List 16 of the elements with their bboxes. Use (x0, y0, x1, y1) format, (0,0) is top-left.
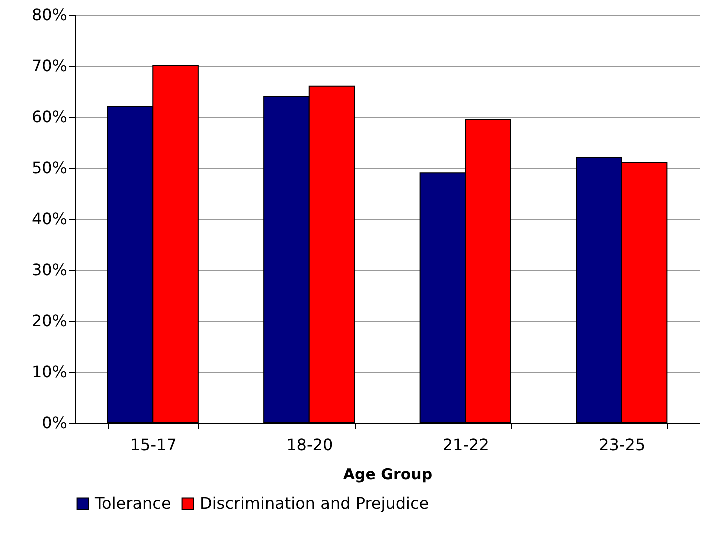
y-tick-label: 40% (32, 210, 68, 228)
y-tick-label: 60% (32, 108, 68, 126)
y-tick-label: 20% (32, 312, 68, 330)
x-tick-label: 18-20 (286, 436, 334, 454)
y-tick-label: 0% (42, 414, 68, 432)
y-tick-label: 70% (32, 56, 68, 76)
y-tick-label: 80% (32, 6, 68, 24)
x-tick-label: 15-17 (130, 436, 177, 454)
x-tick-label: 21-22 (442, 436, 490, 454)
x-tick-label: 23-25 (599, 436, 646, 454)
x-axis-title: Age Group (343, 466, 433, 484)
y-tick-label: 30% (32, 260, 68, 280)
y-tick-label: 50% (32, 158, 68, 178)
y-tick-label: 10% (32, 362, 68, 382)
legend-label: Discrimination and Prejudice (200, 494, 430, 513)
legend-label: Tolerance (94, 494, 172, 513)
